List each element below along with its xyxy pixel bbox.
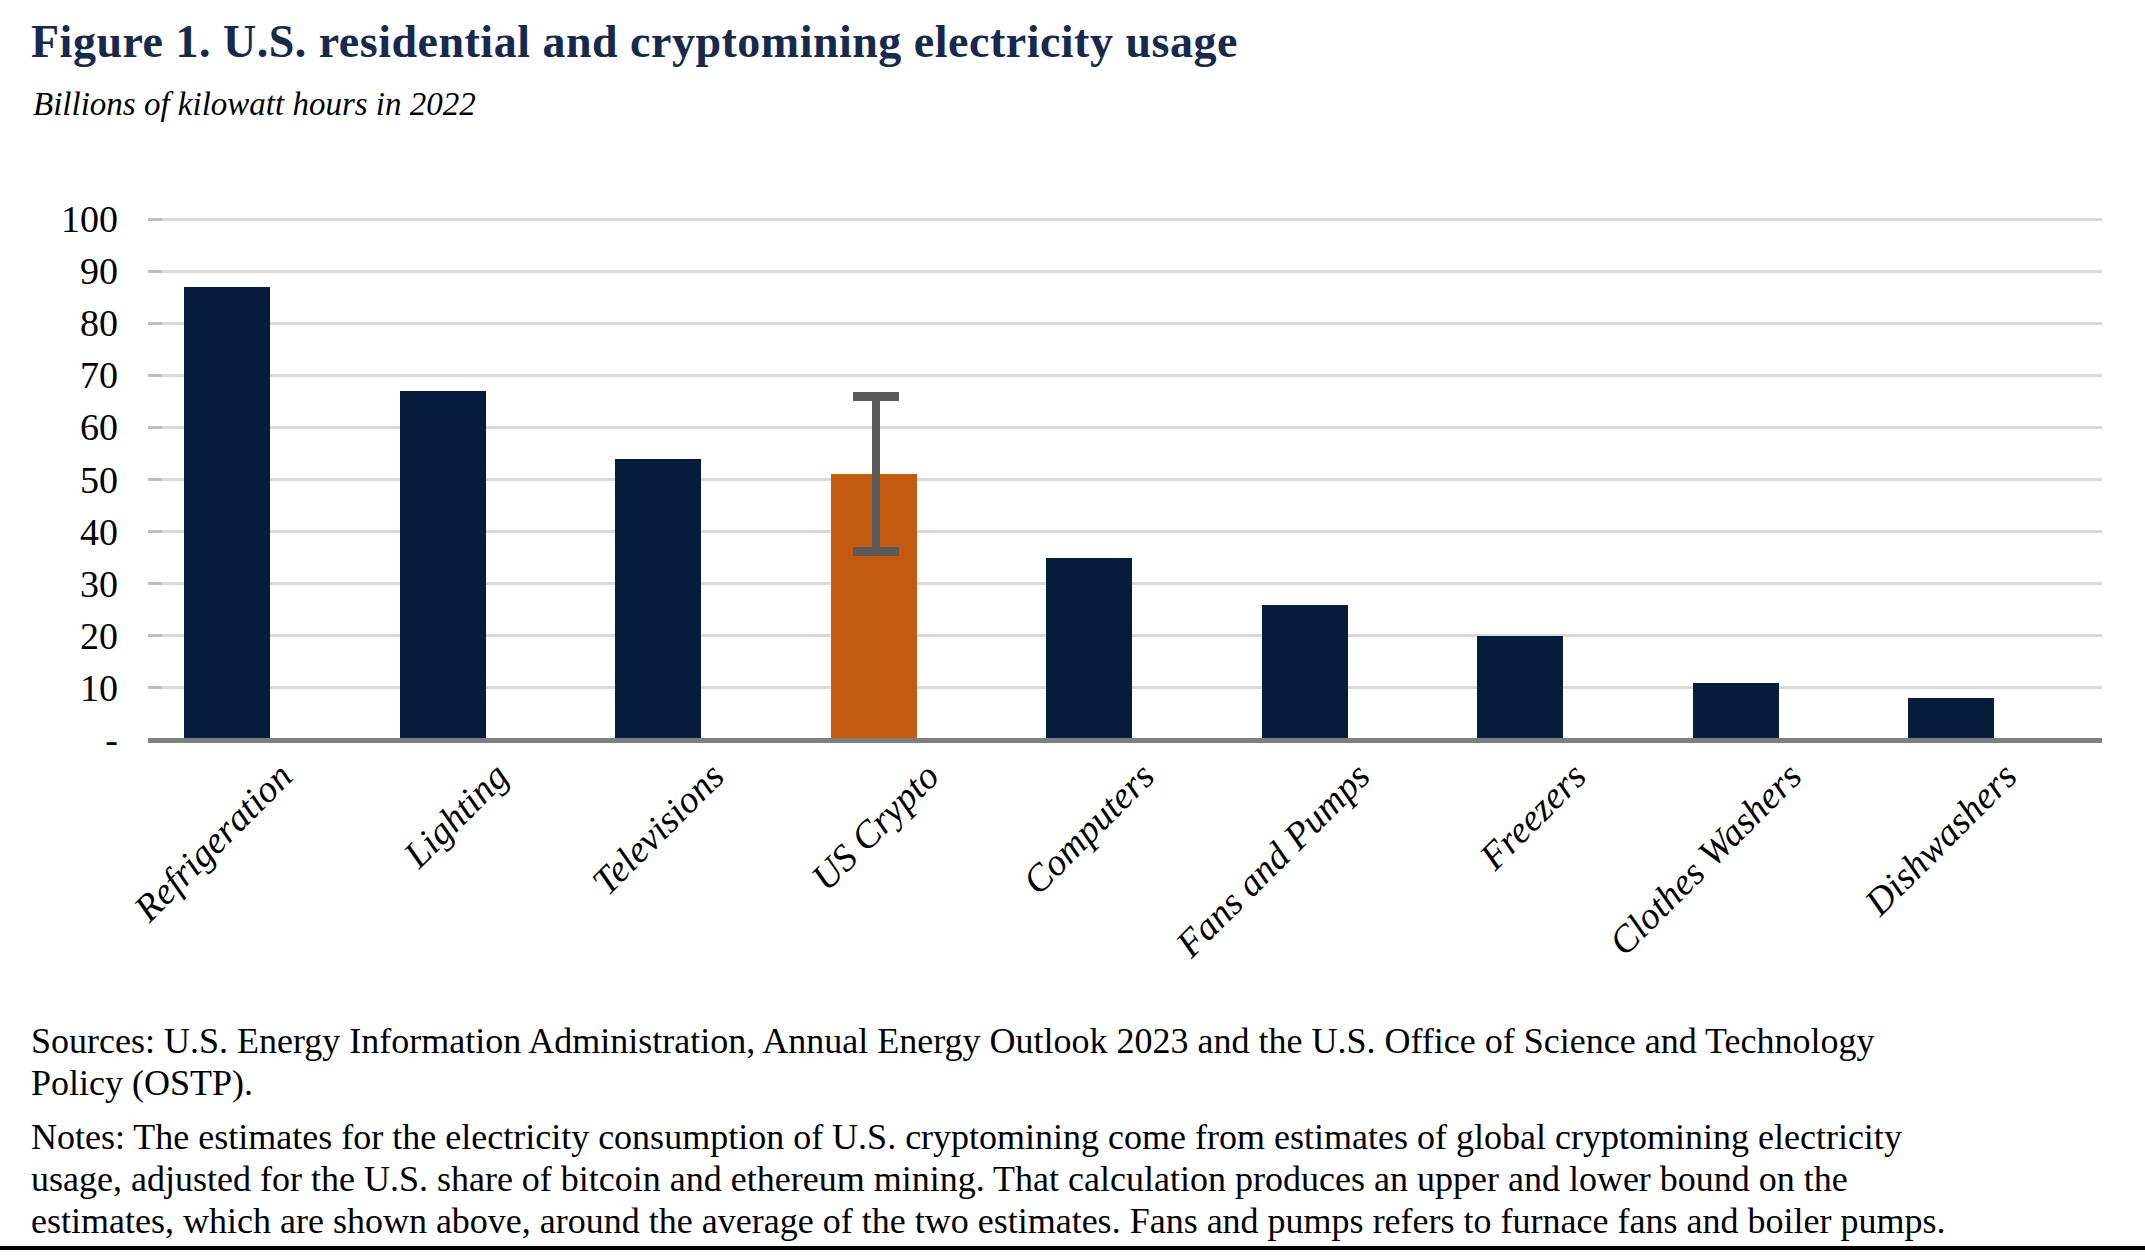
bar-freezers <box>1477 636 1563 742</box>
y-axis-tick <box>148 322 162 325</box>
bar-dishwashers <box>1908 698 1994 742</box>
error-bar-cap-bottom <box>853 547 899 556</box>
x-axis-label-fans-and-pumps: Fans and Pumps <box>1169 756 1377 964</box>
y-axis-tick-label: 20 <box>0 617 118 655</box>
x-axis-line <box>148 738 2102 743</box>
x-axis-label-clothes-washers: Clothes Washers <box>1602 756 1808 962</box>
x-axis-label-dishwashers: Dishwashers <box>1857 756 2023 922</box>
y-axis-tick-label: 70 <box>0 356 118 394</box>
x-axis-label-lighting: Lighting <box>397 756 515 874</box>
y-axis-tick <box>148 270 162 273</box>
sources-text: Sources: U.S. Energy Information Adminis… <box>31 1020 2131 1104</box>
y-axis-tick-label: 40 <box>0 513 118 551</box>
gridline <box>162 322 2102 325</box>
y-axis-tick <box>148 582 162 585</box>
error-bar-cap-top <box>853 392 899 401</box>
figure-page: Figure 1. U.S. residential and cryptomin… <box>0 0 2145 1258</box>
bar-fans-and-pumps <box>1262 605 1348 742</box>
y-axis-tick-label: 80 <box>0 304 118 342</box>
bottom-border-line <box>0 1246 2145 1250</box>
y-axis-tick <box>148 374 162 377</box>
gridline <box>162 374 2102 377</box>
y-axis-tick-label: - <box>0 721 118 759</box>
bar-clothes-washers <box>1693 683 1779 742</box>
notes-text: Notes: The estimates for the electricity… <box>31 1116 2131 1242</box>
x-axis-label-freezers: Freezers <box>1472 756 1592 876</box>
y-axis-tick-label: 10 <box>0 669 118 707</box>
y-axis-tick-label: 60 <box>0 408 118 446</box>
gridline <box>162 270 2102 273</box>
y-axis-tick-label: 50 <box>0 461 118 499</box>
x-axis-label-refrigeration: Refrigeration <box>127 756 299 928</box>
y-axis-tick <box>148 634 162 637</box>
x-axis-label-us-crypto: US Crypto <box>805 756 946 897</box>
y-axis-tick <box>148 530 162 533</box>
bar-lighting <box>400 391 486 742</box>
x-axis-label-televisions: Televisions <box>585 756 730 901</box>
bar-computers <box>1046 558 1132 742</box>
bar-refrigeration <box>184 287 270 742</box>
figure-footer: Sources: U.S. Energy Information Adminis… <box>31 1020 2131 1242</box>
error-bar-line <box>872 396 880 552</box>
bar-televisions <box>615 459 701 742</box>
gridline <box>162 218 2102 221</box>
y-axis-tick <box>148 426 162 429</box>
y-axis-tick-label: 30 <box>0 565 118 603</box>
y-axis-tick <box>148 686 162 689</box>
y-axis-tick-label: 90 <box>0 252 118 290</box>
y-axis-tick <box>148 218 162 221</box>
x-axis-label-computers: Computers <box>1016 756 1161 901</box>
y-axis-tick-label: 100 <box>0 200 118 238</box>
y-axis-tick <box>148 478 162 481</box>
